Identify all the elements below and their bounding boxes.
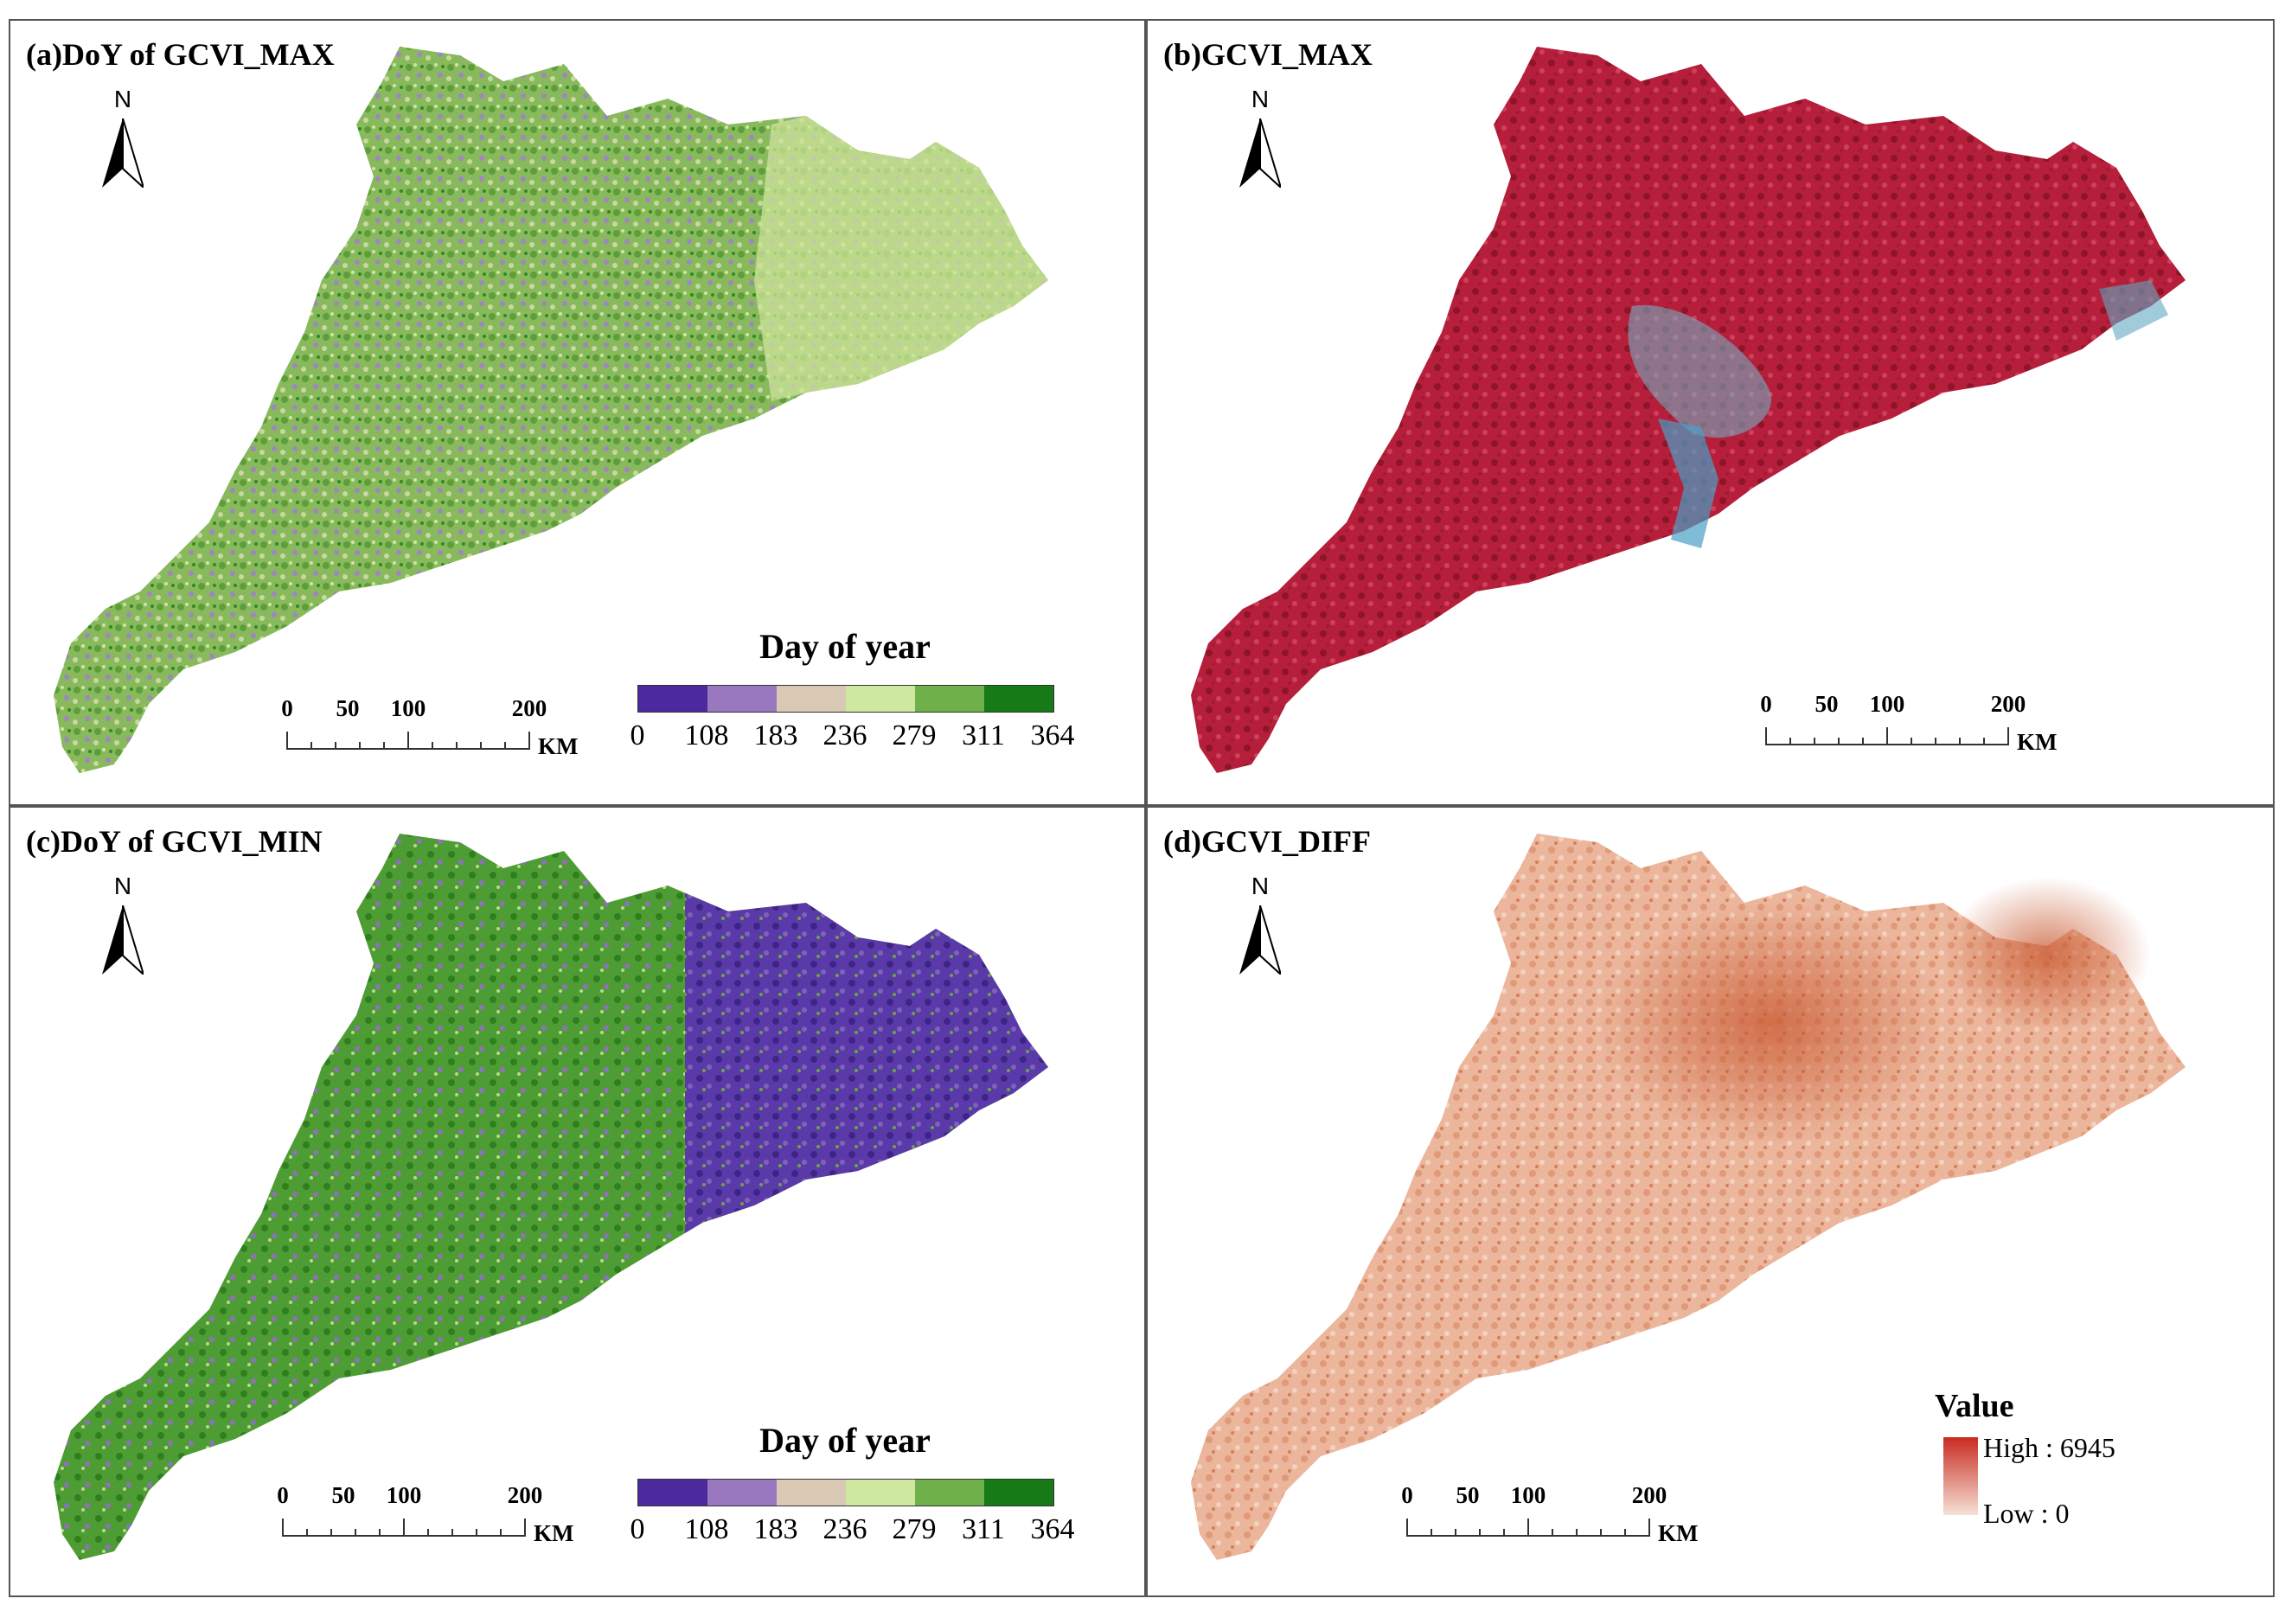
legend-title: Day of year <box>759 1421 931 1460</box>
legend-title: Value <box>1935 1388 2014 1424</box>
legend-swatch-5 <box>915 686 984 712</box>
legend-tick-311: 311 <box>962 719 1005 751</box>
region-east-zone <box>685 892 1048 1233</box>
scale-ruler <box>1406 1519 1650 1537</box>
legend-low: Low : 0 <box>1983 1498 2070 1529</box>
scale-tick-50: 50 <box>336 695 360 721</box>
north-label: N <box>113 86 132 112</box>
scale-unit: KM <box>1658 1520 1699 1546</box>
legend-swatch-1 <box>638 686 707 712</box>
legend-tick-183: 183 <box>753 719 798 751</box>
scale-tick-50: 50 <box>331 1482 355 1508</box>
legend-swatch-2 <box>707 1480 777 1506</box>
scale-bar: 0 50 100 200 KM <box>1399 1482 1710 1546</box>
value-gradient <box>1943 1437 1978 1515</box>
doy-legend: Day of year 0 108 183 236 279 311 364 <box>630 1420 1087 1558</box>
north-arrow-icon <box>102 118 144 188</box>
north-label: N <box>1251 86 1270 112</box>
scale-bar: 0 50 100 200 KM <box>274 1482 586 1546</box>
urban-area <box>1628 304 1771 438</box>
map-d <box>1191 834 2186 1560</box>
legend-swatch-6 <box>984 1480 1053 1506</box>
scale-bar: 0 50 100 200 KM <box>1757 691 2069 755</box>
scale-tick-200: 200 <box>1990 691 2026 717</box>
north-arrow: N <box>97 873 149 1002</box>
legend-swatch-3 <box>777 1480 846 1506</box>
legend-swatch-4 <box>846 686 915 712</box>
panel-d: (d)GCVI_DIFF N 0 50 100 200 KM Value Hig… <box>1146 806 2275 1597</box>
coastal-area <box>2099 280 2168 341</box>
scale-tick-100: 100 <box>386 1482 422 1508</box>
legend-swatch-5 <box>915 1480 984 1506</box>
north-label: N <box>1251 873 1270 899</box>
legend-title: Day of year <box>759 627 931 666</box>
legend-tick-279: 279 <box>892 719 937 751</box>
north-arrow-icon <box>102 905 144 975</box>
map-b <box>1191 47 2186 773</box>
legend-tick-364: 364 <box>1030 719 1075 751</box>
legend-tick-311: 311 <box>962 1513 1005 1545</box>
north-arrow-icon <box>1239 118 1281 188</box>
scale-ruler <box>1765 727 2009 745</box>
legend-swatch-6 <box>984 686 1053 712</box>
legend-tick-236: 236 <box>822 1513 867 1545</box>
scale-tick-100: 100 <box>1869 691 1905 717</box>
map-a <box>54 47 1048 773</box>
scale-tick-100: 100 <box>1510 1482 1546 1508</box>
legend-tick-108: 108 <box>684 1513 729 1545</box>
panel-title: (a)DoY of GCVI_MAX <box>26 37 335 72</box>
panel-title: (b)GCVI_MAX <box>1163 37 1373 72</box>
legend-swatches <box>637 1479 1054 1506</box>
scale-ruler <box>286 732 530 750</box>
legend-tick-0: 0 <box>630 1513 645 1545</box>
legend-swatch-4 <box>846 1480 915 1506</box>
north-arrow: N <box>1234 86 1286 215</box>
north-arrow-icon <box>1239 905 1281 975</box>
north-label: N <box>113 873 132 899</box>
panel-title: (c)DoY of GCVI_MIN <box>26 824 323 859</box>
legend-tick-108: 108 <box>684 719 729 751</box>
legend-swatch-2 <box>707 686 777 712</box>
panel-title: (d)GCVI_DIFF <box>1163 824 1371 859</box>
scale-tick-200: 200 <box>507 1482 543 1508</box>
scale-tick-50: 50 <box>1456 1482 1480 1508</box>
legend-swatch-3 <box>777 686 846 712</box>
river-estuary <box>1658 419 1719 548</box>
panel-a: (a)DoY of GCVI_MAX N 0 50 100 200 KM Day… <box>9 19 1146 806</box>
north-arrow: N <box>97 86 149 215</box>
doy-legend: Day of year 0 108 183 236 279 311 364 <box>630 626 1087 764</box>
legend-high: High : 6945 <box>1983 1432 2115 1463</box>
legend-tick-0: 0 <box>630 719 645 751</box>
panel-c: (c)DoY of GCVI_MIN N 0 50 100 200 KM Day… <box>9 806 1146 1597</box>
scale-tick-200: 200 <box>1631 1482 1667 1508</box>
legend-swatches <box>637 685 1054 713</box>
scale-tick-200: 200 <box>511 695 547 721</box>
legend-tick-364: 364 <box>1030 1513 1075 1545</box>
region-east-zone <box>754 116 1048 401</box>
high-value-area <box>1597 903 1943 1145</box>
legend-tick-183: 183 <box>753 1513 798 1545</box>
high-value-area <box>1943 877 2151 1033</box>
scale-tick-0: 0 <box>1760 691 1772 717</box>
scale-unit: KM <box>538 733 579 759</box>
north-arrow: N <box>1234 873 1286 1002</box>
map-c <box>54 834 1048 1560</box>
scale-unit: KM <box>534 1520 574 1546</box>
scale-unit: KM <box>2017 729 2058 755</box>
legend-tick-236: 236 <box>822 719 867 751</box>
value-legend: Value High : 6945 Low : 0 <box>1935 1387 2160 1529</box>
scale-tick-50: 50 <box>1815 691 1839 717</box>
scale-tick-0: 0 <box>281 695 293 721</box>
legend-tick-279: 279 <box>892 1513 937 1545</box>
scale-bar: 0 50 100 200 KM <box>278 695 590 759</box>
scale-tick-100: 100 <box>390 695 426 721</box>
scale-tick-0: 0 <box>1401 1482 1413 1508</box>
scale-tick-0: 0 <box>277 1482 289 1508</box>
panel-b: (b)GCVI_MAX N 0 50 100 200 KM <box>1146 19 2275 806</box>
legend-swatch-1 <box>638 1480 707 1506</box>
scale-ruler <box>282 1519 526 1537</box>
